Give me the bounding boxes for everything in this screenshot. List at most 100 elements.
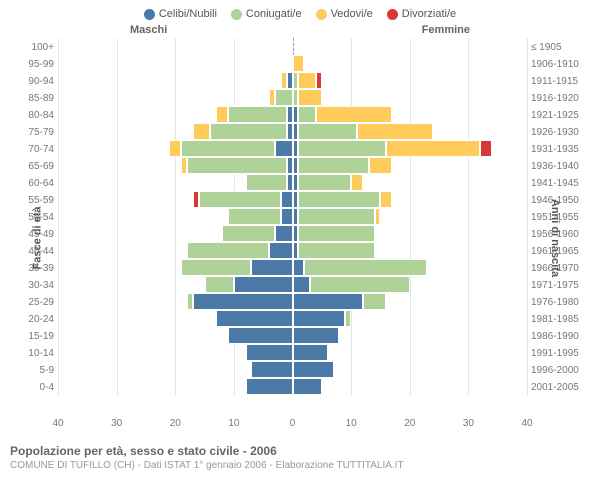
legend-swatch	[231, 9, 242, 20]
age-tick: 40-44	[18, 246, 54, 257]
age-tick: 15-19	[18, 331, 54, 342]
age-tick: 50-54	[18, 212, 54, 223]
female-bar	[293, 344, 528, 361]
male-bar	[58, 191, 293, 208]
female-bar	[293, 242, 528, 259]
chart-title: Popolazione per età, sesso e stato civil…	[10, 444, 590, 458]
segment-married	[181, 140, 275, 157]
legend-label: Coniugati/e	[246, 8, 302, 20]
birth-tick: 1981-1985	[531, 314, 587, 325]
age-tick: 90-94	[18, 76, 54, 87]
segment-single	[281, 208, 293, 225]
segment-single	[216, 310, 292, 327]
segment-married	[187, 242, 269, 259]
segment-widow	[298, 89, 321, 106]
x-tick: 20	[170, 418, 181, 429]
segment-married	[205, 276, 234, 293]
segment-married	[275, 89, 293, 106]
age-tick: 55-59	[18, 195, 54, 206]
segment-married	[298, 157, 368, 174]
segment-widow	[375, 208, 381, 225]
male-bar	[58, 361, 293, 378]
segment-single	[228, 327, 292, 344]
male-bar	[58, 106, 293, 123]
segment-married	[298, 191, 380, 208]
segment-single	[293, 276, 311, 293]
pyramid-row: 65-691936-1940	[58, 157, 527, 174]
age-tick: 25-29	[18, 297, 54, 308]
plot: 0-42001-20055-91996-200010-141991-199515…	[58, 38, 527, 395]
x-tick: 0	[290, 418, 296, 429]
male-bar	[58, 208, 293, 225]
age-tick: 5-9	[18, 365, 54, 376]
female-bar	[293, 55, 528, 72]
age-tick: 100+	[18, 42, 54, 53]
pyramid-row: 95-991906-1910	[58, 55, 527, 72]
segment-married	[363, 293, 386, 310]
age-tick: 65-69	[18, 161, 54, 172]
segment-married	[298, 242, 374, 259]
segment-married	[228, 208, 281, 225]
male-bar	[58, 310, 293, 327]
segment-married	[304, 259, 427, 276]
birth-tick: 1986-1990	[531, 331, 587, 342]
segment-single	[246, 344, 293, 361]
segment-widow	[369, 157, 392, 174]
male-bar	[58, 293, 293, 310]
segment-widow	[380, 191, 392, 208]
segment-single	[293, 259, 305, 276]
male-bar	[58, 140, 293, 157]
pyramid-row: 40-441961-1965	[58, 242, 527, 259]
segment-single	[246, 378, 293, 395]
birth-tick: ≤ 1905	[531, 42, 587, 53]
x-tick: 10	[346, 418, 357, 429]
pyramid-row: 80-841921-1925	[58, 106, 527, 123]
birth-tick: 1906-1910	[531, 59, 587, 70]
segment-married	[181, 259, 251, 276]
female-bar	[293, 89, 528, 106]
birth-tick: 1926-1930	[531, 127, 587, 138]
female-bar	[293, 208, 528, 225]
legend-swatch	[316, 9, 327, 20]
female-bar	[293, 38, 528, 55]
legend-label: Vedovi/e	[331, 8, 373, 20]
female-bar	[293, 276, 528, 293]
birth-tick: 1966-1970	[531, 263, 587, 274]
gridline	[527, 38, 528, 395]
segment-single	[281, 191, 293, 208]
female-label: Femmine	[422, 24, 470, 36]
chart-area: Fasce di età Anni di nascita 0-42001-200…	[8, 38, 592, 438]
birth-tick: 1911-1915	[531, 76, 587, 87]
segment-single	[193, 293, 293, 310]
segment-single	[275, 225, 293, 242]
chart-subtitle: COMUNE DI TUFILLO (CH) - Dati ISTAT 1° g…	[10, 460, 590, 471]
legend-swatch	[387, 9, 398, 20]
segment-single	[293, 327, 340, 344]
male-bar	[58, 378, 293, 395]
female-bar	[293, 259, 528, 276]
segment-single	[293, 378, 322, 395]
female-bar	[293, 293, 528, 310]
female-bar	[293, 123, 528, 140]
pyramid-row: 90-941911-1915	[58, 72, 527, 89]
segment-married	[298, 225, 374, 242]
male-bar	[58, 72, 293, 89]
pyramid-row: 60-641941-1945	[58, 174, 527, 191]
female-bar	[293, 378, 528, 395]
legend-item: Coniugati/e	[231, 8, 302, 20]
gender-labels: Maschi Femmine	[0, 24, 600, 38]
segment-single	[293, 293, 363, 310]
x-tick: 30	[111, 418, 122, 429]
segment-married	[310, 276, 410, 293]
age-tick: 20-24	[18, 314, 54, 325]
segment-widow	[293, 55, 305, 72]
segment-widow	[193, 123, 211, 140]
male-bar	[58, 276, 293, 293]
male-bar	[58, 38, 293, 55]
birth-tick: 1931-1935	[531, 144, 587, 155]
segment-single	[251, 361, 292, 378]
segment-married	[298, 208, 374, 225]
legend: Celibi/NubiliConiugati/eVedovi/eDivorzia…	[0, 0, 600, 24]
pyramid-row: 15-191986-1990	[58, 327, 527, 344]
age-tick: 35-39	[18, 263, 54, 274]
